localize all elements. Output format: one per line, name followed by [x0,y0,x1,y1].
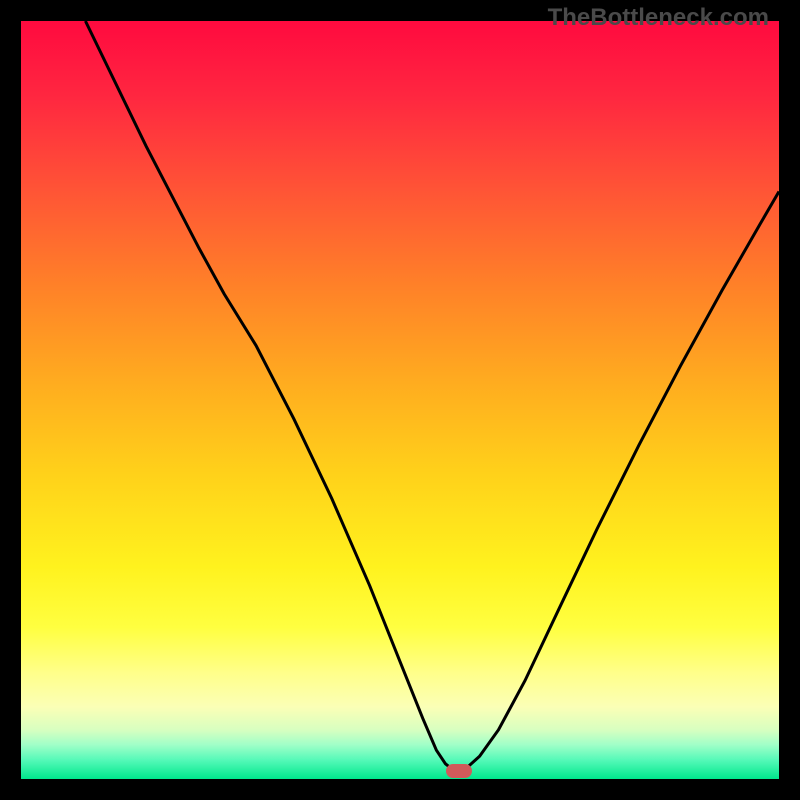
bottleneck-curve-path [85,21,779,770]
bottleneck-marker [446,764,472,778]
plot-area [21,21,779,779]
bottleneck-curve [21,21,779,779]
chart-frame: TheBottleneck.com [0,0,800,800]
watermark-text: TheBottleneck.com [548,4,769,32]
